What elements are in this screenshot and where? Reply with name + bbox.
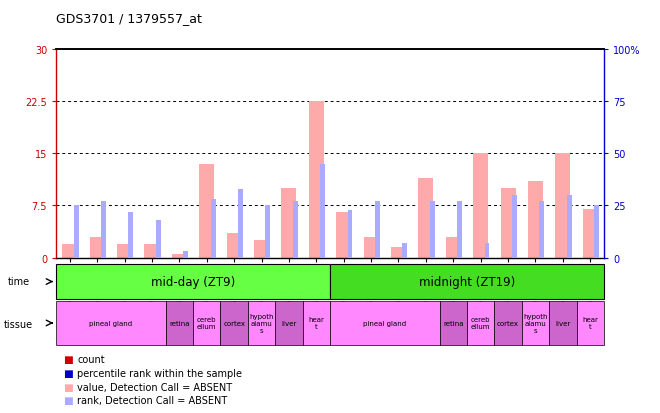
- Bar: [156, 221, 161, 258]
- Text: tissue: tissue: [3, 319, 32, 329]
- Text: count: count: [77, 354, 105, 364]
- Bar: [74, 206, 79, 258]
- Text: midnight (ZT19): midnight (ZT19): [419, 275, 515, 288]
- Bar: [293, 202, 298, 258]
- Bar: [166, 301, 193, 345]
- Bar: [391, 248, 406, 258]
- Text: ■: ■: [63, 368, 73, 378]
- Bar: [473, 154, 488, 258]
- Bar: [457, 202, 462, 258]
- Bar: [320, 164, 325, 258]
- Bar: [101, 202, 106, 258]
- Bar: [254, 241, 269, 258]
- Text: liver: liver: [555, 320, 570, 326]
- Text: percentile rank within the sample: percentile rank within the sample: [77, 368, 242, 378]
- Bar: [521, 301, 549, 345]
- Text: ■: ■: [63, 395, 73, 405]
- Bar: [494, 301, 521, 345]
- Text: hear
t: hear t: [582, 317, 598, 330]
- Bar: [403, 244, 407, 258]
- Bar: [549, 301, 577, 345]
- Bar: [348, 210, 352, 258]
- Bar: [281, 189, 296, 258]
- Bar: [129, 212, 133, 258]
- Text: pineal gland: pineal gland: [363, 320, 407, 326]
- Text: hear
t: hear t: [308, 317, 324, 330]
- Bar: [56, 264, 330, 299]
- Bar: [117, 244, 132, 258]
- Bar: [375, 202, 380, 258]
- Text: time: time: [8, 277, 30, 287]
- Bar: [172, 255, 187, 258]
- Bar: [211, 200, 216, 258]
- Bar: [193, 301, 220, 345]
- Bar: [446, 237, 461, 258]
- Bar: [418, 178, 434, 258]
- Bar: [467, 301, 494, 345]
- Text: cortex: cortex: [223, 320, 245, 326]
- Text: cortex: cortex: [497, 320, 519, 326]
- Bar: [336, 213, 351, 258]
- Text: hypoth
alamu
s: hypoth alamu s: [249, 313, 274, 333]
- Bar: [512, 196, 517, 258]
- Text: ■: ■: [63, 382, 73, 392]
- Text: hypoth
alamu
s: hypoth alamu s: [523, 313, 548, 333]
- Bar: [265, 206, 271, 258]
- Bar: [567, 196, 572, 258]
- Bar: [226, 234, 242, 258]
- Bar: [430, 202, 435, 258]
- Bar: [145, 244, 160, 258]
- Bar: [594, 206, 599, 258]
- Bar: [364, 237, 379, 258]
- Text: ■: ■: [63, 354, 73, 364]
- Bar: [330, 264, 604, 299]
- Bar: [583, 209, 598, 258]
- Bar: [577, 301, 604, 345]
- Bar: [90, 237, 105, 258]
- Text: GDS3701 / 1379557_at: GDS3701 / 1379557_at: [56, 12, 202, 25]
- Text: pineal gland: pineal gland: [89, 320, 133, 326]
- Bar: [440, 301, 467, 345]
- Text: liver: liver: [281, 320, 296, 326]
- Bar: [500, 189, 515, 258]
- Bar: [275, 301, 302, 345]
- Bar: [220, 301, 248, 345]
- Text: cereb
ellum: cereb ellum: [197, 317, 216, 330]
- Bar: [539, 202, 544, 258]
- Bar: [555, 154, 570, 258]
- Bar: [330, 301, 440, 345]
- Bar: [302, 301, 330, 345]
- Bar: [238, 189, 243, 258]
- Bar: [199, 164, 214, 258]
- Bar: [309, 102, 324, 258]
- Bar: [62, 244, 77, 258]
- Text: rank, Detection Call = ABSENT: rank, Detection Call = ABSENT: [77, 395, 228, 405]
- Text: retina: retina: [169, 320, 189, 326]
- Text: cereb
ellum: cereb ellum: [471, 317, 490, 330]
- Bar: [56, 301, 166, 345]
- Text: retina: retina: [443, 320, 463, 326]
- Bar: [248, 301, 275, 345]
- Bar: [484, 244, 490, 258]
- Text: value, Detection Call = ABSENT: value, Detection Call = ABSENT: [77, 382, 232, 392]
- Text: mid-day (ZT9): mid-day (ZT9): [151, 275, 235, 288]
- Bar: [183, 252, 188, 258]
- Bar: [528, 182, 543, 258]
